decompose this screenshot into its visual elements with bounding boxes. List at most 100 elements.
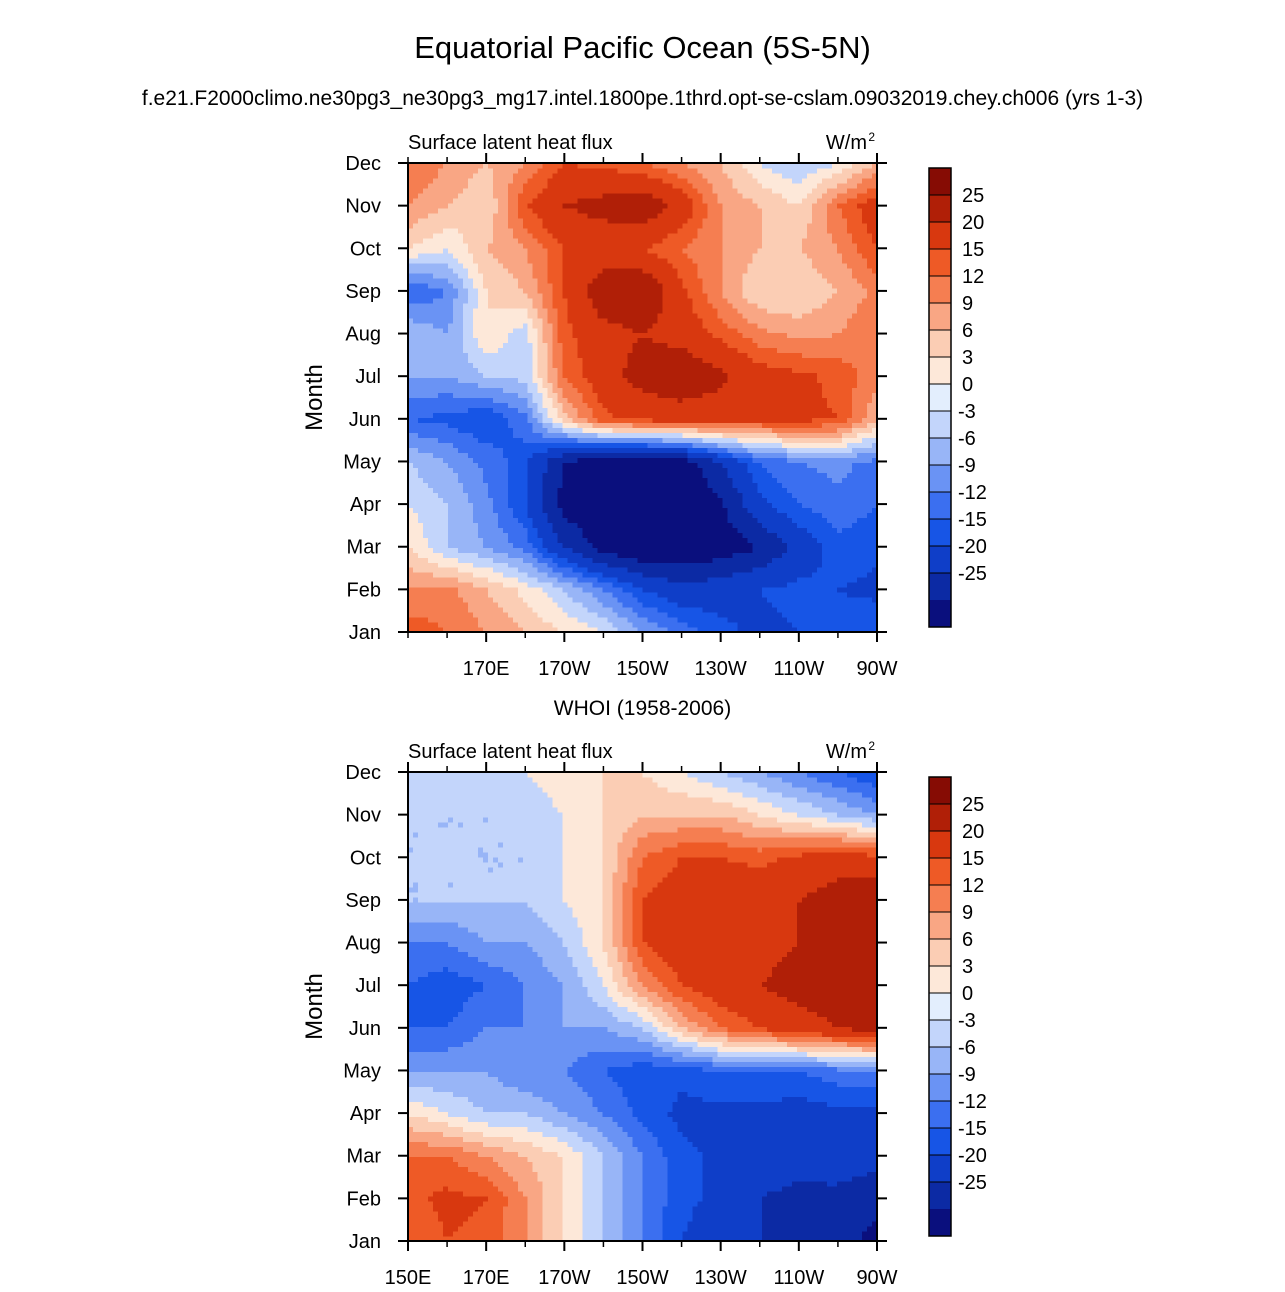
- heatmap-cell: [468, 402, 474, 408]
- heatmap-cell: [807, 517, 813, 523]
- heatmap-cell: [862, 532, 868, 538]
- heatmap-cell: [762, 407, 768, 413]
- heatmap-cell: [702, 622, 708, 628]
- heatmap-cell: [518, 427, 524, 433]
- heatmap-cell: [867, 617, 873, 623]
- heatmap-cell: [448, 582, 454, 588]
- heatmap-cell: [563, 437, 569, 443]
- heatmap-cell: [418, 373, 424, 379]
- heatmap-cell: [433, 612, 439, 618]
- heatmap-cell: [837, 398, 843, 404]
- heatmap-cell: [643, 602, 649, 608]
- heatmap-cell: [692, 477, 698, 483]
- heatmap-cell: [787, 442, 793, 448]
- heatmap-cell: [802, 477, 808, 483]
- heatmap-cell: [712, 537, 718, 543]
- heatmap-cell: [772, 582, 778, 588]
- heatmap-cell: [598, 422, 604, 428]
- heatmap-cell: [742, 602, 748, 608]
- heatmap-cell: [623, 383, 629, 389]
- heatmap-cell: [578, 407, 584, 413]
- heatmap-cell: [827, 542, 833, 548]
- heatmap-cell: [772, 477, 778, 483]
- heatmap-cell: [413, 607, 419, 613]
- heatmap-cell: [822, 587, 828, 593]
- heatmap-cell: [802, 472, 808, 478]
- heatmap-cell: [717, 552, 723, 558]
- heatmap-cell: [603, 422, 609, 428]
- heatmap-cell: [483, 373, 489, 379]
- heatmap-cell: [493, 502, 499, 508]
- heatmap-cell: [498, 597, 504, 603]
- heatmap-cell: [817, 447, 823, 453]
- heatmap-cell: [707, 487, 713, 493]
- heatmap-cell: [707, 422, 713, 428]
- heatmap-cell: [707, 407, 713, 413]
- heatmap-cell: [458, 562, 464, 568]
- heatmap-cell: [757, 388, 763, 394]
- heatmap-cell: [647, 452, 653, 458]
- heatmap-cell: [687, 597, 693, 603]
- heatmap-cell: [737, 432, 743, 438]
- heatmap-cell: [638, 447, 644, 453]
- heatmap-cell: [418, 422, 424, 428]
- heatmap-cell: [473, 562, 479, 568]
- heatmap-cell: [428, 597, 434, 603]
- heatmap-cell: [752, 393, 758, 399]
- heatmap-cell: [747, 447, 753, 453]
- heatmap-cell: [777, 572, 783, 578]
- heatmap-cell: [697, 482, 703, 488]
- heatmap-cell: [503, 378, 509, 384]
- heatmap-cell: [488, 557, 494, 563]
- heatmap-cell: [483, 482, 489, 488]
- heatmap-cell: [623, 482, 629, 488]
- heatmap-cell: [722, 567, 728, 573]
- heatmap-cell: [638, 398, 644, 404]
- heatmap-cell: [722, 622, 728, 628]
- heatmap-cell: [473, 437, 479, 443]
- heatmap-cell: [667, 452, 673, 458]
- heatmap-cell: [623, 552, 629, 558]
- heatmap-cell: [862, 457, 868, 463]
- heatmap-cell: [573, 622, 579, 628]
- heatmap-cell: [453, 388, 459, 394]
- heatmap-cell: [618, 557, 624, 563]
- heatmap-cell: [633, 487, 639, 493]
- heatmap-cell: [618, 383, 624, 389]
- heatmap-cell: [692, 388, 698, 394]
- heatmap-cell: [732, 507, 738, 513]
- heatmap-cell: [498, 472, 504, 478]
- heatmap-cell: [762, 482, 768, 488]
- heatmap-cell: [543, 527, 549, 533]
- heatmap-cell: [593, 427, 599, 433]
- heatmap-cell: [523, 368, 529, 374]
- heatmap-cell: [782, 462, 788, 468]
- heatmap-cell: [702, 472, 708, 478]
- heatmap-cell: [548, 477, 554, 483]
- heatmap-cell: [588, 393, 594, 399]
- heatmap-cell: [488, 452, 494, 458]
- heatmap-cell: [687, 402, 693, 408]
- heatmap-cell: [837, 537, 843, 543]
- heatmap-cell: [423, 582, 429, 588]
- heatmap-cell: [752, 592, 758, 598]
- heatmap-cell: [777, 402, 783, 408]
- heatmap-cell: [593, 497, 599, 503]
- heatmap-cell: [553, 497, 559, 503]
- heatmap-cell: [762, 477, 768, 483]
- heatmap-cell: [588, 572, 594, 578]
- heatmap-cell: [697, 417, 703, 423]
- heatmap-cell: [468, 388, 474, 394]
- heatmap-cell: [777, 557, 783, 563]
- heatmap-cell: [662, 557, 668, 563]
- heatmap-cell: [578, 512, 584, 518]
- heatmap-cell: [697, 393, 703, 399]
- heatmap-cell: [418, 417, 424, 423]
- heatmap-cell: [827, 537, 833, 543]
- heatmap-cell: [827, 437, 833, 443]
- heatmap-cell: [518, 442, 524, 448]
- heatmap-cell: [458, 487, 464, 493]
- heatmap-cell: [782, 457, 788, 463]
- heatmap-cell: [573, 522, 579, 528]
- heatmap-cell: [802, 622, 808, 628]
